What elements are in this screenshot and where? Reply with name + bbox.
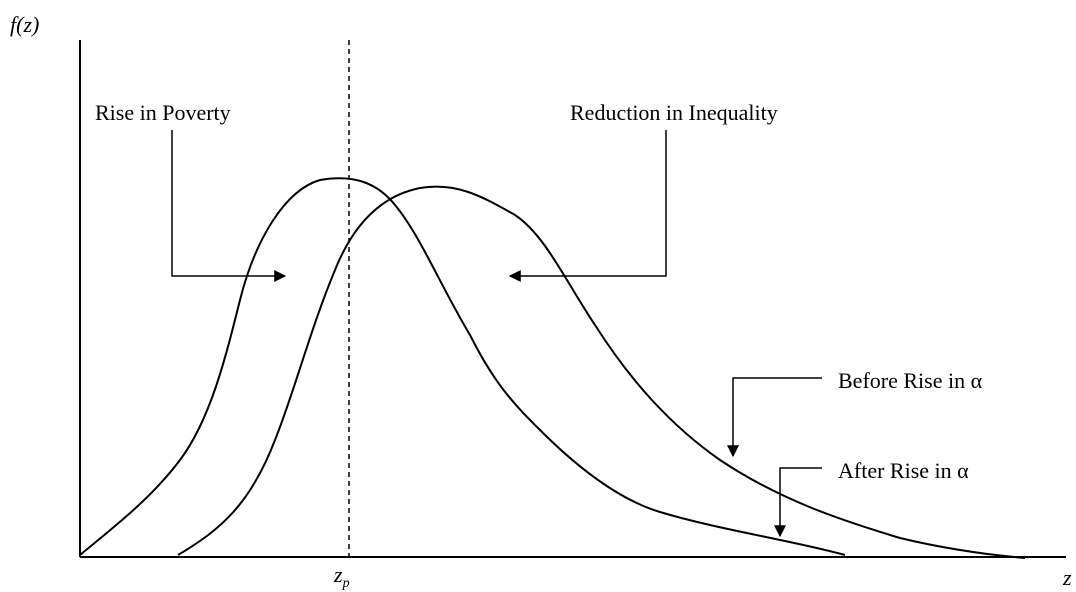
annotation: After Rise in α <box>838 458 969 483</box>
arrow <box>774 467 822 538</box>
after-curve <box>79 177 846 556</box>
arrow <box>508 130 667 282</box>
y-axis-label: f(z) <box>10 12 39 37</box>
marker-subscript: p <box>342 576 350 591</box>
marker-main: z <box>333 562 343 587</box>
before-curve <box>177 185 1026 559</box>
x-axis-label: z <box>1062 565 1072 590</box>
annotation: Before Rise in α <box>838 368 983 393</box>
arrow <box>171 130 287 282</box>
marker-label: zp <box>333 562 350 591</box>
arrow <box>727 377 822 458</box>
annotation: Reduction in Inequality <box>570 100 778 125</box>
annotation: Rise in Poverty <box>95 100 231 125</box>
